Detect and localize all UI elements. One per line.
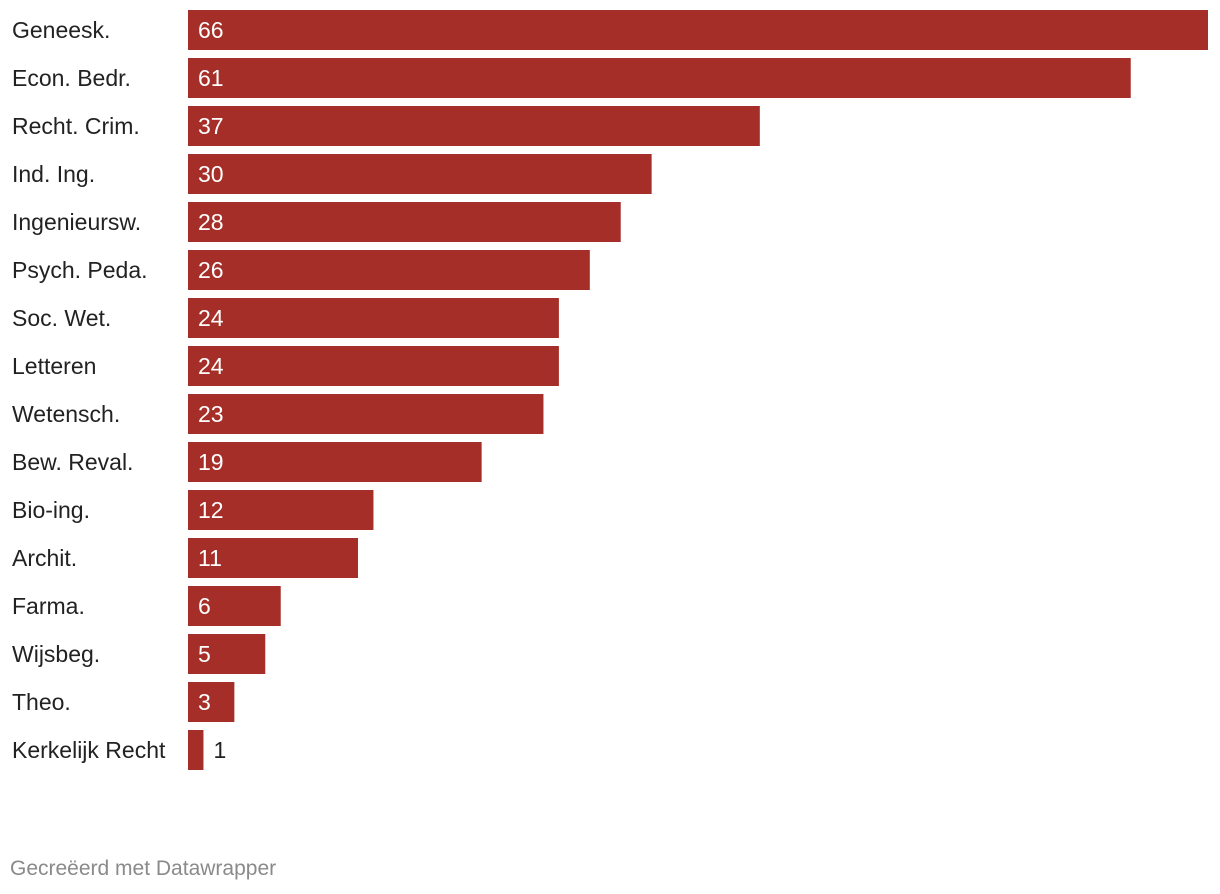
value-label: 11 <box>198 545 222 571</box>
bar-row: Wijsbeg. 5 <box>12 634 266 674</box>
bar-row: Theo. 3 <box>12 682 235 722</box>
category-label: Letteren <box>12 353 96 379</box>
category-label: Bio-ing. <box>12 497 90 523</box>
footer-credit: Gecreëerd met Datawrapper <box>10 857 277 880</box>
bar <box>188 154 652 194</box>
bar <box>188 586 281 626</box>
category-label: Ind. Ing. <box>12 161 95 187</box>
value-label: 28 <box>198 209 224 235</box>
value-label: 30 <box>198 161 224 187</box>
bar <box>188 202 621 242</box>
bar <box>188 58 1131 98</box>
bar-row: Ind. Ing. 30 <box>12 154 652 194</box>
bar-row: Ingenieursw. 28 <box>12 202 621 242</box>
bar-row: Geneesk. 66 <box>12 10 1208 50</box>
bar <box>188 10 1208 50</box>
value-label: 19 <box>198 449 224 475</box>
category-label: Kerkelijk Recht <box>12 737 166 763</box>
value-label: 1 <box>213 737 226 763</box>
bar <box>188 682 235 722</box>
bar-row: Bew. Reval. 19 <box>12 442 482 482</box>
category-label: Psych. Peda. <box>12 257 148 283</box>
value-label: 37 <box>198 113 224 139</box>
value-label: 26 <box>198 257 224 283</box>
category-label: Archit. <box>12 545 77 571</box>
value-label: 61 <box>198 65 224 91</box>
bar-row: Farma. 6 <box>12 586 281 626</box>
bar-row: Bio-ing. 12 <box>12 490 374 530</box>
value-label: 5 <box>198 641 211 667</box>
value-label: 6 <box>198 593 211 619</box>
value-label: 23 <box>198 401 224 427</box>
bar <box>188 298 559 338</box>
category-label: Recht. Crim. <box>12 113 140 139</box>
bar <box>188 250 590 290</box>
bar-row: Letteren 24 <box>12 346 559 386</box>
bar <box>188 442 482 482</box>
value-label: 24 <box>198 305 224 331</box>
category-label: Farma. <box>12 593 85 619</box>
bar-row: Kerkelijk Recht 1 <box>12 730 226 770</box>
category-label: Econ. Bedr. <box>12 65 131 91</box>
value-label: 24 <box>198 353 224 379</box>
bar-row: Soc. Wet. 24 <box>12 298 559 338</box>
bar <box>188 346 559 386</box>
bar-row: Archit. 11 <box>12 538 358 578</box>
bar <box>188 394 544 434</box>
category-label: Wijsbeg. <box>12 641 100 667</box>
category-label: Wetensch. <box>12 401 120 427</box>
bar <box>188 490 374 530</box>
bar <box>188 106 760 146</box>
category-label: Soc. Wet. <box>12 305 111 331</box>
bar <box>188 730 204 770</box>
category-label: Bew. Reval. <box>12 449 133 475</box>
value-label: 66 <box>198 17 224 43</box>
category-label: Ingenieursw. <box>12 209 141 235</box>
value-label: 12 <box>198 497 224 523</box>
bar-row: Wetensch. 23 <box>12 394 544 434</box>
category-label: Theo. <box>12 689 71 715</box>
bar-row: Econ. Bedr. 61 <box>12 58 1131 98</box>
category-label: Geneesk. <box>12 17 110 43</box>
bar <box>188 538 358 578</box>
value-label: 3 <box>198 689 211 715</box>
bar-row: Psych. Peda. 26 <box>12 250 590 290</box>
bar <box>188 634 266 674</box>
bar-row: Recht. Crim. 37 <box>12 106 760 146</box>
